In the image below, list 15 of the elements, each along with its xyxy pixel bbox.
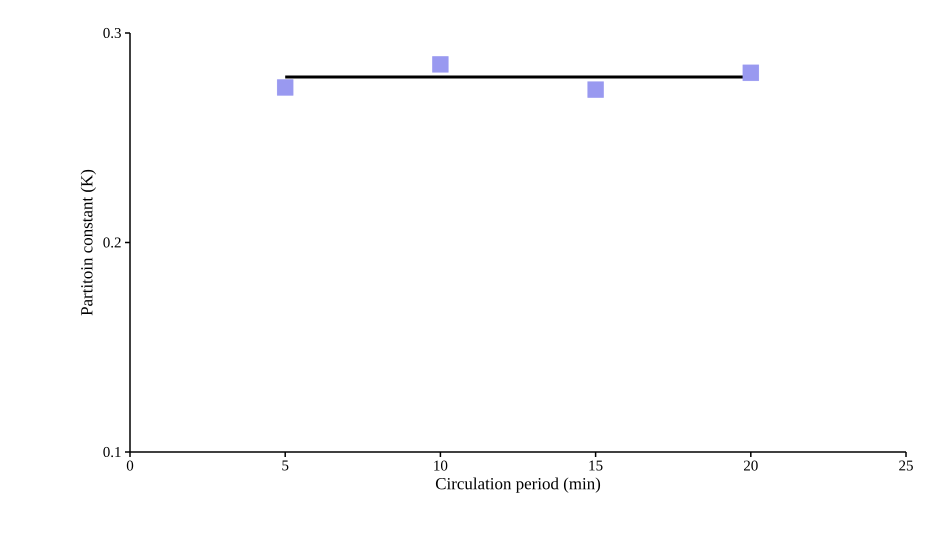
y-tick-label: 0.1: [103, 446, 121, 458]
y-tick-label: 0.2: [103, 237, 121, 248]
point: [587, 81, 604, 98]
x-tick-label: 20: [744, 460, 758, 471]
y-axis-title: Partitoin constant (K): [80, 170, 96, 316]
point: [432, 56, 449, 73]
x-tick-label: 15: [589, 460, 602, 471]
x-tick-label: 0: [126, 460, 134, 471]
x-tick-label: 25: [899, 460, 913, 471]
x-tick-label: 5: [282, 460, 288, 470]
x-tick-label: 10: [434, 460, 448, 471]
point: [277, 79, 294, 96]
y-tick-label: 0.3: [103, 28, 121, 38]
point: [742, 64, 760, 81]
x-axis-title: Circulation period (min): [436, 477, 600, 493]
